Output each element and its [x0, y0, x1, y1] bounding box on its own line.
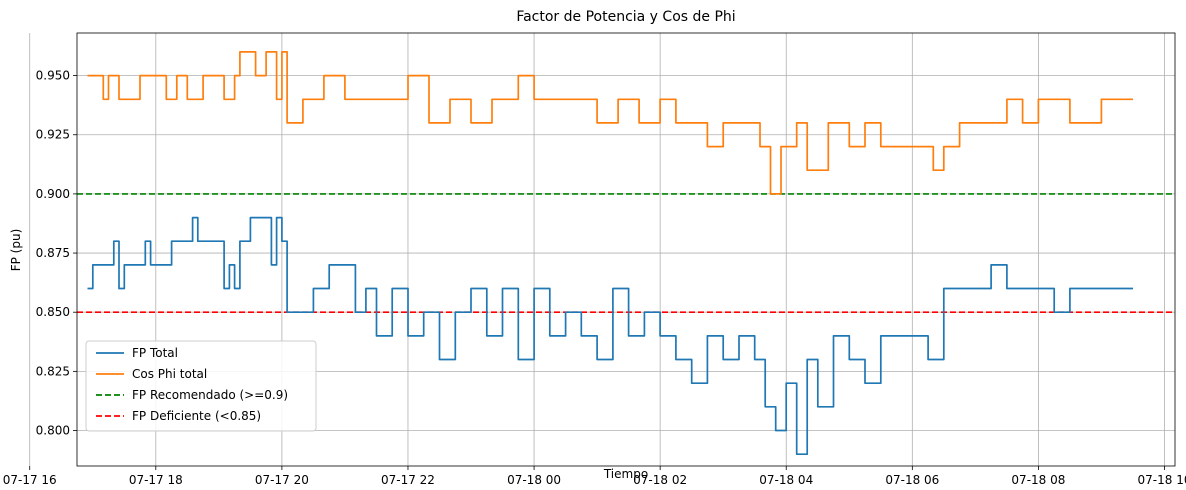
x-tick-label: 07-18 08: [1011, 473, 1065, 487]
plot-frame: [76, 32, 1176, 467]
reference-lines-layer: [77, 193, 1175, 314]
series-line-1: [87, 51, 1133, 195]
y-tick-label: 0.900: [36, 187, 70, 201]
y-tick-label: 0.875: [36, 246, 70, 260]
legend-label-2: FP Recomendado (>=0.9): [132, 388, 288, 402]
x-tick-label: 07-17 22: [381, 473, 435, 487]
x-tick-label: 07-18 04: [759, 473, 813, 487]
y-axis-label: FP (pu): [9, 229, 23, 272]
chart-title: Factor de Potencia y Cos de Phi: [516, 9, 735, 25]
y-tick-label: 0.925: [36, 128, 70, 142]
legend-label-3: FP Deficiente (<0.85): [132, 409, 261, 423]
x-axis-label: Tiempo: [603, 467, 648, 481]
y-ticks: 0.800 0.825 0.850 0.875 0.900 0.925 0.950: [36, 69, 77, 438]
x-tick-label: 07-17 18: [129, 473, 183, 487]
legend: FP Total Cos Phi total FP Recomendado (>=0…: [85, 340, 317, 432]
x-tick-label: 07-17 16: [3, 473, 57, 487]
legend-box: [85, 340, 317, 432]
x-tick-label: 07-18 02: [633, 473, 687, 487]
legend-label-0: FP Total: [132, 346, 178, 360]
x-tick-label: 07-18 10: [1138, 473, 1186, 487]
y-tick-label: 0.800: [36, 424, 70, 438]
y-tick-label: 0.825: [36, 364, 70, 378]
x-tick-label: 07-18 06: [885, 473, 939, 487]
y-tick-label: 0.950: [36, 69, 70, 83]
series-layer: [87, 51, 1133, 456]
x-tick-label: 07-17 20: [255, 473, 309, 487]
legend-label-1: Cos Phi total: [132, 367, 207, 381]
series-line-0: [87, 216, 1133, 456]
x-tick-label: 07-18 00: [507, 473, 561, 487]
x-ticks: 07-17 16 07-17 18 07-17 20 07-17 22 07-18 00…: [3, 466, 1186, 487]
legend-items: FP Total Cos Phi total FP Recomendado (>=0…: [96, 346, 288, 423]
y-tick-label: 0.850: [36, 305, 70, 319]
